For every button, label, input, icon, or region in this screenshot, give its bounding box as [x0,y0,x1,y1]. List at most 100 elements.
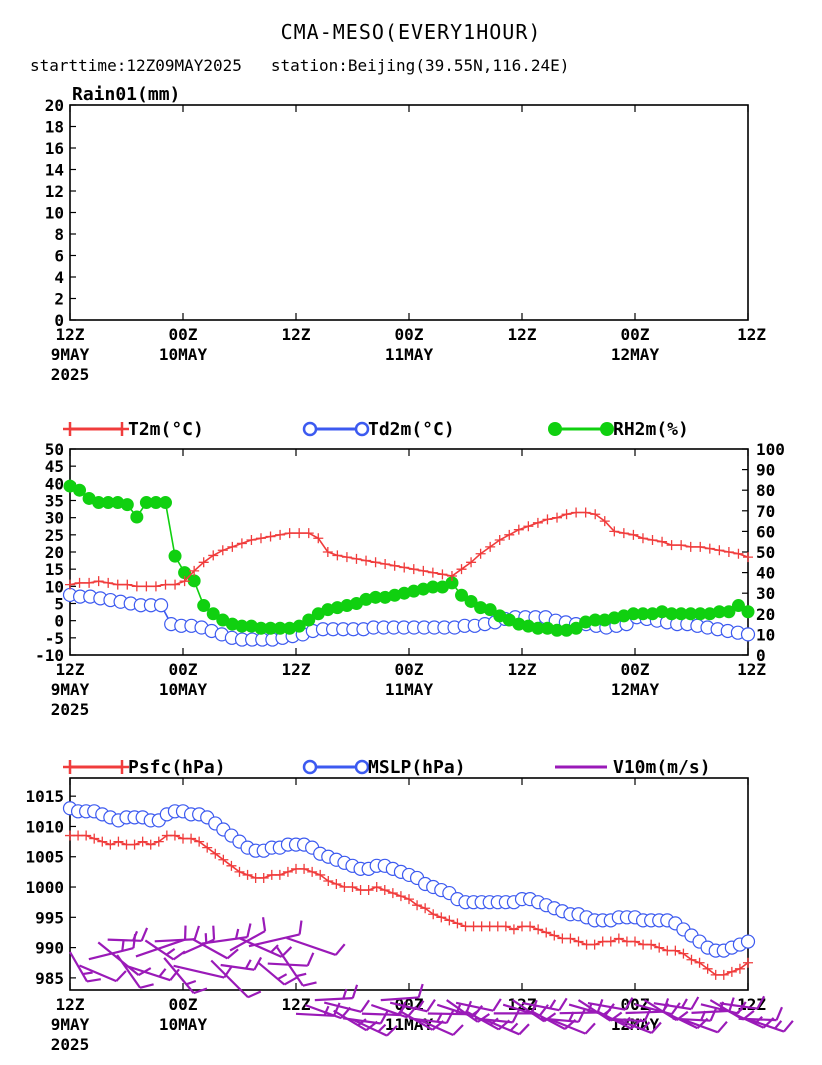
rain-xtick-label: 10MAY [159,345,208,364]
wind-barb-staff [417,1018,454,1036]
wind-barb-staff [625,1010,664,1015]
psfc-legend-label: Psfc(hPa) [128,757,226,778]
wind-barb-staff [191,938,228,960]
rh2m-point [73,483,87,497]
psfc-point [702,963,713,974]
wind-barb-flag [492,998,502,1012]
psfc-point [670,945,681,956]
wind-barb-staff [380,996,419,1002]
rh-ytick-label: 60 [756,522,775,541]
wind-barb-flag [82,971,93,976]
wind-barb-staff [587,1001,626,1011]
wind-barb-staff [314,997,353,1002]
wind-barb-staff [116,954,141,989]
wind-barb-flag [212,925,216,940]
psfc-point [573,936,584,947]
temp-xtick-label: 2025 [51,700,90,719]
temp-ytick-label: 25 [45,526,64,545]
rain-panel-title: Rain01(mm) [72,84,180,105]
t2m-point [160,579,171,590]
rh2m-point [168,549,182,563]
psfc-point [630,936,640,947]
t2m-point [303,528,314,539]
rain-ytick-label: 18 [45,118,64,137]
pres-xtick-label: 00Z [169,995,198,1014]
t2m-point [103,577,114,588]
temp-ytick-label: 50 [45,440,64,459]
wind-barb-staff [220,963,255,971]
wind-barb-flag [277,973,288,981]
psfc-point [169,830,180,841]
psfc-point [379,885,390,896]
rh2m-point [464,594,478,608]
rain-xtick-label: 9MAY [51,345,90,364]
psfc-point [508,924,519,935]
wind-barb-staff [738,1017,777,1022]
rain-ytick-label: 8 [54,225,64,244]
t2m-point [580,507,591,518]
rain-plot-frame [69,104,749,321]
psfc-point [565,933,576,944]
wind-barb-flag [417,983,424,998]
rain-xtick-label: 00Z [621,325,650,344]
psfc-point [307,866,318,877]
wind-barb-flag [477,1013,490,1023]
pres-ytick-label: 990 [35,939,64,958]
wind-barb-flag [641,1021,651,1031]
wind-barb-flag [681,998,688,1009]
psfc-point [541,927,552,938]
rh-ytick-label: 90 [756,461,775,480]
wind-barb-flag [379,1010,389,1025]
t2m-point [437,569,448,580]
wind-barb-staff [549,1018,586,1035]
rain-ytick-label: 16 [45,139,64,158]
t2m-point [494,534,505,545]
psfc-point [81,830,92,841]
t2m-point [227,541,238,552]
wind-barb-flag [244,959,252,970]
wind-barb-flag [351,984,359,999]
psfc-point [452,918,463,929]
wind-barb-flag [226,948,239,960]
wind-barb-flag [624,997,634,1011]
rh-ytick-label: 30 [756,584,775,603]
wind-barb-staff [643,999,678,1022]
rh-ytick-label: 0 [756,646,766,665]
t2m-point [657,536,668,547]
psfc-point [404,894,414,905]
t2m-point [666,540,677,551]
psfc-point [274,869,285,880]
t2m-point [456,564,467,575]
psfc-point [347,882,358,893]
temp-xtick-label: 9MAY [51,680,90,699]
t2m-point [408,564,419,575]
t2m-point [294,528,305,539]
t2m-line [69,511,749,588]
temp-ytick-label: 30 [45,509,64,528]
t2m-point [361,555,372,566]
temp-ytick-label: 10 [45,577,64,596]
temp-xtick-label: 11MAY [385,680,434,699]
rh-ytick-label: 10 [756,625,775,644]
t2m-point [208,550,219,561]
t2m-point [265,531,276,542]
t2m-point [370,557,381,568]
psfc-point [113,836,124,847]
psfc-point [395,891,406,902]
rh-ytick-label: 100 [756,440,785,459]
wind-barb-flag [261,917,267,932]
pres-xtick-label: 10MAY [159,1015,208,1034]
wind-barb-flag [783,1020,794,1033]
td2m-point [740,627,756,642]
wind-barb-flag [306,952,315,967]
wind-barb-staff [606,1017,645,1023]
t2m-point [84,577,95,588]
wind-barb-flag [139,983,154,989]
rain-ytick-label: 6 [54,247,64,266]
rh2m-point [302,613,316,627]
rh2m-point [206,607,220,621]
wind-barb-staff [455,1001,494,1012]
t2m-legend-marker [115,422,129,436]
psfc-point [323,875,334,886]
t2m-point [599,516,610,527]
